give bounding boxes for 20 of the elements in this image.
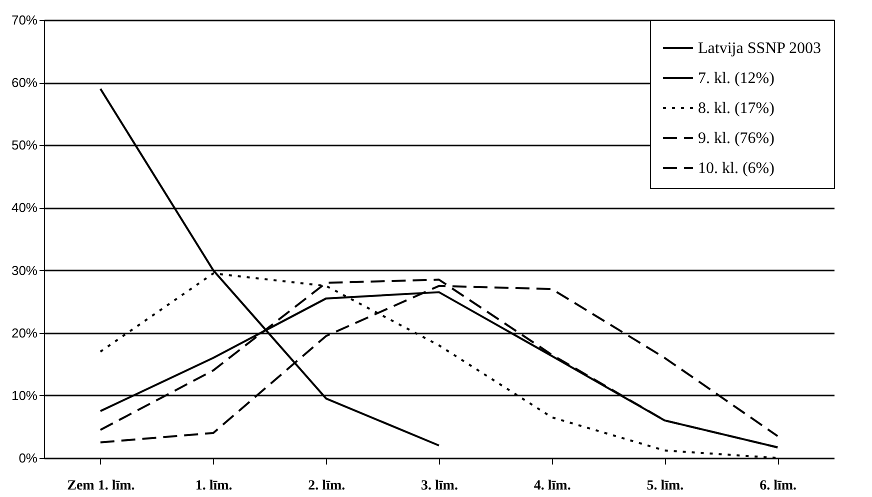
- y-tick-label: 10%: [11, 388, 38, 403]
- x-tick-label: 5. līm.: [646, 478, 684, 494]
- x-tick-label: 3. līm.: [421, 478, 458, 494]
- legend-label: 8. kl. (17%): [698, 100, 774, 117]
- y-tick-label: 60%: [11, 75, 38, 90]
- y-tick-label: 0%: [18, 450, 38, 466]
- legend-label: 9. kl. (76%): [698, 130, 774, 147]
- legend-label: 7. kl. (12%): [698, 70, 774, 87]
- y-tick-label: 30%: [11, 262, 38, 278]
- x-tick-label: 4. līm.: [534, 478, 571, 494]
- x-tick-label: 2. līm.: [308, 478, 346, 494]
- y-tick-label: 20%: [11, 325, 38, 340]
- x-tick-label: Zem 1. līm.: [67, 478, 135, 494]
- y-tick-label: 40%: [11, 200, 38, 216]
- x-tick-label: 1. līm.: [195, 478, 232, 494]
- x-tick-label: 6. līm.: [760, 478, 797, 494]
- y-tick-label: 50%: [11, 138, 38, 153]
- legend-label: Latvija SSNP 2003: [698, 40, 821, 57]
- y-tick-label: 70%: [11, 12, 38, 28]
- legend-label: 10. kl. (6%): [698, 160, 774, 177]
